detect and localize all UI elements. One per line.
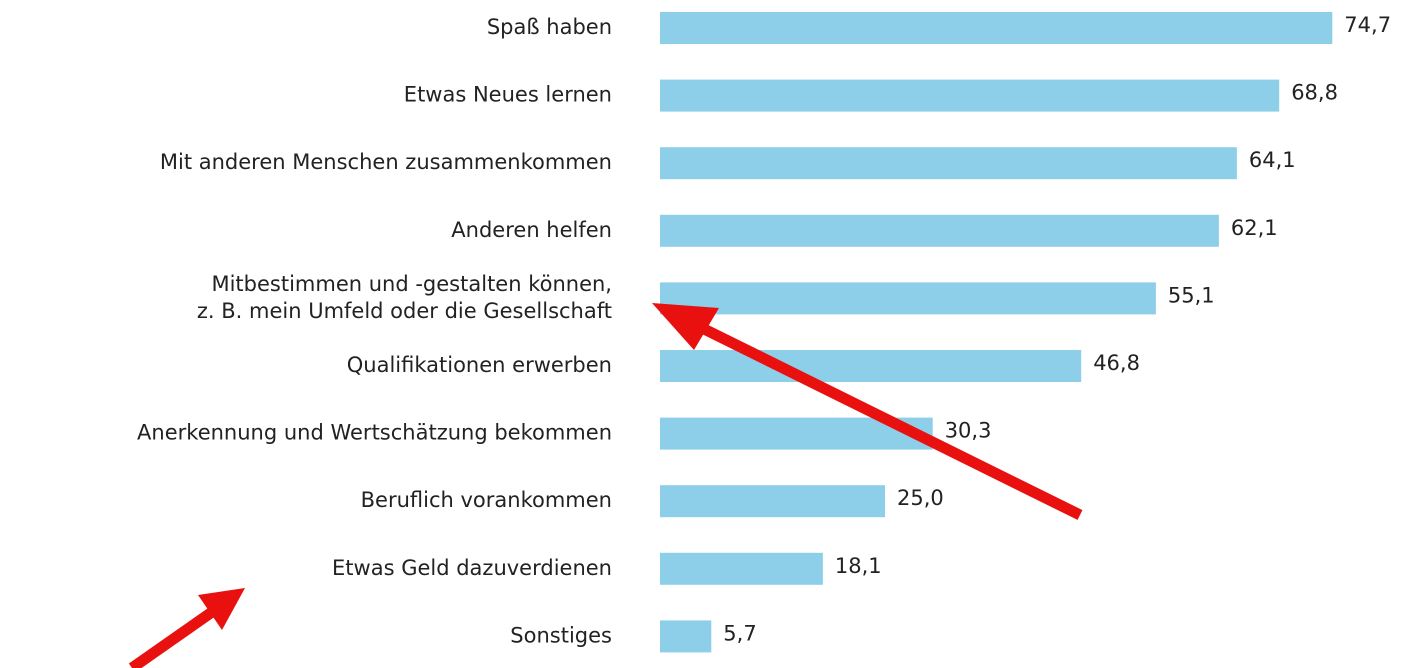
category-label: Anerkennung und Wertschätzung bekommen xyxy=(137,421,612,445)
value-label: 64,1 xyxy=(1249,148,1296,172)
category-label: Etwas Geld dazuverdienen xyxy=(332,556,612,580)
value-label: 30,3 xyxy=(945,419,992,443)
bar xyxy=(660,350,1082,382)
category-label: Etwas Neues lernen xyxy=(404,83,612,107)
category-label: Beruflich vorankommen xyxy=(361,488,612,512)
value-label: 74,7 xyxy=(1344,13,1391,37)
value-label: 68,8 xyxy=(1291,81,1338,105)
category-label: Sonstiges xyxy=(510,623,612,647)
bar xyxy=(660,552,823,585)
value-label: 46,8 xyxy=(1093,351,1140,375)
value-label: 25,0 xyxy=(897,486,944,510)
bar xyxy=(660,12,1333,44)
category-label: Mitbestimmen und -gestalten können, z. B.… xyxy=(197,272,612,323)
bar xyxy=(660,485,885,518)
bar xyxy=(660,79,1280,112)
value-label: 55,1 xyxy=(1168,283,1215,307)
plot: Spaß haben 74,7 Etwas Neues lernen 68,8 Mit … xyxy=(137,12,1391,653)
value-label: 18,1 xyxy=(835,554,882,578)
bar xyxy=(660,147,1237,180)
value-label: 62,1 xyxy=(1231,216,1278,240)
annotation-arrow xyxy=(128,303,1083,668)
category-label: Anderen helfen xyxy=(451,218,612,242)
bar xyxy=(660,282,1156,315)
category-label: Mit anderen Menschen zusammenkommen xyxy=(160,150,612,174)
bar xyxy=(660,214,1219,247)
bar xyxy=(660,620,712,653)
category-label: Qualifikationen erwerben xyxy=(347,353,612,377)
value-label: 5,7 xyxy=(723,621,756,645)
category-label: Spaß haben xyxy=(487,15,612,39)
